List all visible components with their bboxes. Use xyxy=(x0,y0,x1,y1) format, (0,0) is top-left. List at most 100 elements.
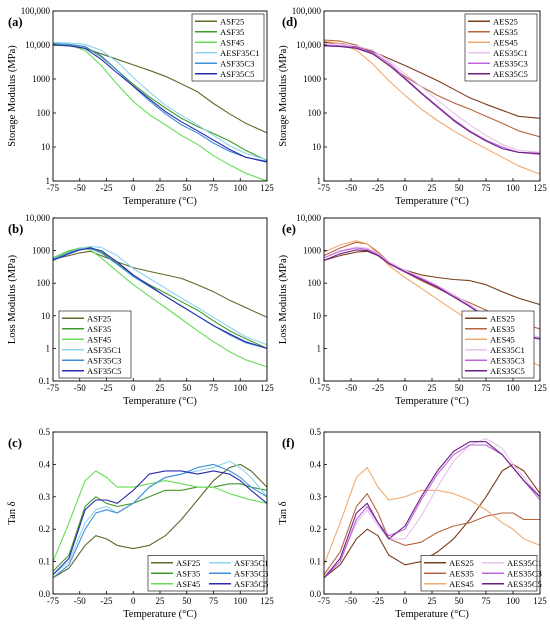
x-tick-label: 75 xyxy=(482,183,492,193)
legend-entry: AES45 xyxy=(449,579,474,589)
series-line-asf35c3 xyxy=(53,463,267,579)
panel-c: -75 -50 -25 0 25 50 75 100 125 0.0 0.1 0.2 0.3 0.4 0.5… xyxy=(7,427,274,620)
legend-entry: ASF35C1 xyxy=(87,345,121,355)
y-tick-label: 0.5 xyxy=(310,427,322,437)
y-axis-title: Loss Modulus (MPa) xyxy=(7,254,18,344)
x-tick-label: -75 xyxy=(318,183,330,193)
x-tick-label: -25 xyxy=(372,383,384,393)
y-tick-label: 10,000 xyxy=(25,213,50,223)
x-tick-label: -75 xyxy=(318,596,330,606)
x-tick-label: 25 xyxy=(428,383,438,393)
x-tick-label: -25 xyxy=(101,183,113,193)
legend-entry: ASF35C3 xyxy=(234,568,268,578)
y-tick-label: 0.4 xyxy=(39,459,51,469)
legend-box xyxy=(464,13,538,82)
x-tick-label: 50 xyxy=(182,183,192,193)
panel-label: (d) xyxy=(282,15,297,29)
x-tick-label: 125 xyxy=(533,183,547,193)
legend-entry: ASF45 xyxy=(176,579,200,589)
x-axis-title: Temperature (°C) xyxy=(123,609,197,620)
series-group xyxy=(53,245,267,368)
x-tick-label: 125 xyxy=(533,383,547,393)
legend-box xyxy=(191,13,265,82)
series-line-aes25 xyxy=(324,250,540,306)
y-tick-label: 1000 xyxy=(32,246,51,256)
x-tick-label: -50 xyxy=(74,383,86,393)
legend-entry: ASF25 xyxy=(87,313,111,323)
x-tick-label: 25 xyxy=(428,183,438,193)
legend-entry: AES35C3 xyxy=(507,568,542,578)
series-line-aes35c5 xyxy=(324,441,540,579)
x-tick-label: 25 xyxy=(428,596,438,606)
y-tick-label: 100 xyxy=(308,278,322,288)
x-tick-label: -75 xyxy=(47,596,59,606)
x-tick-label: 125 xyxy=(260,383,274,393)
x-tick-label: 0 xyxy=(131,596,136,606)
x-tick-label: 100 xyxy=(234,183,248,193)
x-tick-label: -50 xyxy=(345,183,357,193)
legend-box xyxy=(58,310,132,379)
x-tick-label: -25 xyxy=(372,596,384,606)
series-line-aes35 xyxy=(324,493,540,575)
legend-entry: ASF35 xyxy=(87,324,111,334)
panel-label: (b) xyxy=(8,222,23,236)
legend-entry: AES45 xyxy=(493,37,518,47)
y-tick-label: 10 xyxy=(41,311,51,321)
x-tick-label: 100 xyxy=(506,183,520,193)
y-tick-label: 100 xyxy=(37,108,51,118)
x-tick-label: 75 xyxy=(209,383,219,393)
y-tick-label: 0.2 xyxy=(310,524,321,534)
x-tick-label: 125 xyxy=(533,596,547,606)
x-tick-label: 0 xyxy=(131,183,136,193)
legend-entry: ASF35C5 xyxy=(87,366,121,376)
y-tick-label: 0.2 xyxy=(39,524,50,534)
series-line-aes35c3 xyxy=(324,44,540,156)
x-tick-label: -25 xyxy=(372,183,384,193)
legend-entry: AES35C5 xyxy=(507,579,542,589)
panel-f: -75 -50 -25 0 25 50 75 100 125 0.0 0.1 0.2 0.3 0.4 0.5… xyxy=(278,427,547,620)
legend-entry: AES45 xyxy=(490,334,515,344)
panel-label: (a) xyxy=(8,15,23,29)
x-tick-label: 50 xyxy=(182,596,192,606)
y-tick-label: 0.1 xyxy=(39,557,50,567)
x-tick-label: 125 xyxy=(260,596,274,606)
x-tick-label: 0 xyxy=(403,183,408,193)
y-axis-title: Storage Modulus (MPa) xyxy=(278,45,289,147)
panel-b: -75 -50 -25 0 25 50 75 100 125 0.1 1 10 100 1000 10,00… xyxy=(7,213,274,407)
x-tick-label: 75 xyxy=(209,183,219,193)
y-tick-label: 0.3 xyxy=(310,492,322,502)
y-tick-label: 0.1 xyxy=(310,557,321,567)
x-tick-label: 50 xyxy=(455,383,465,393)
y-tick-label: 1 xyxy=(317,343,322,353)
series-group xyxy=(53,460,267,579)
x-tick-label: 75 xyxy=(482,596,492,606)
legend-entry: ASF25 xyxy=(220,16,244,26)
y-axis-title: Loss Modulus (MPa) xyxy=(278,254,289,344)
y-tick-label: 1000 xyxy=(303,74,322,84)
legend-entry: AES35C5 xyxy=(493,69,528,79)
legend-entry: AES25 xyxy=(490,313,515,323)
legend-box xyxy=(461,310,535,379)
x-tick-label: -50 xyxy=(345,596,357,606)
x-tick-label: 50 xyxy=(182,383,192,393)
y-tick-label: 10,000 xyxy=(25,40,50,50)
legend-entry: ASF35 xyxy=(176,568,200,578)
series-line-aes45 xyxy=(324,40,540,175)
x-axis-title: Temperature (°C) xyxy=(395,396,469,407)
y-tick-label: 0.3 xyxy=(39,492,51,502)
y-tick-label: 1 xyxy=(317,176,322,186)
x-tick-label: -75 xyxy=(318,383,330,393)
series-line-asf35 xyxy=(53,483,267,572)
series-line-asf35c5 xyxy=(53,44,267,163)
legend-entry: ASF25 xyxy=(176,558,200,568)
legend-entry: ASF35C5 xyxy=(220,69,254,79)
legend-entry: AES35C3 xyxy=(490,355,525,365)
legend-entry: AES35 xyxy=(490,324,515,334)
x-tick-label: 25 xyxy=(156,383,166,393)
series-line-asf35c5 xyxy=(53,247,267,349)
series-line-aes35c5 xyxy=(324,45,540,154)
y-tick-label: 1000 xyxy=(32,74,51,84)
y-tick-label: 10 xyxy=(41,142,51,152)
y-tick-label: 100 xyxy=(308,108,322,118)
